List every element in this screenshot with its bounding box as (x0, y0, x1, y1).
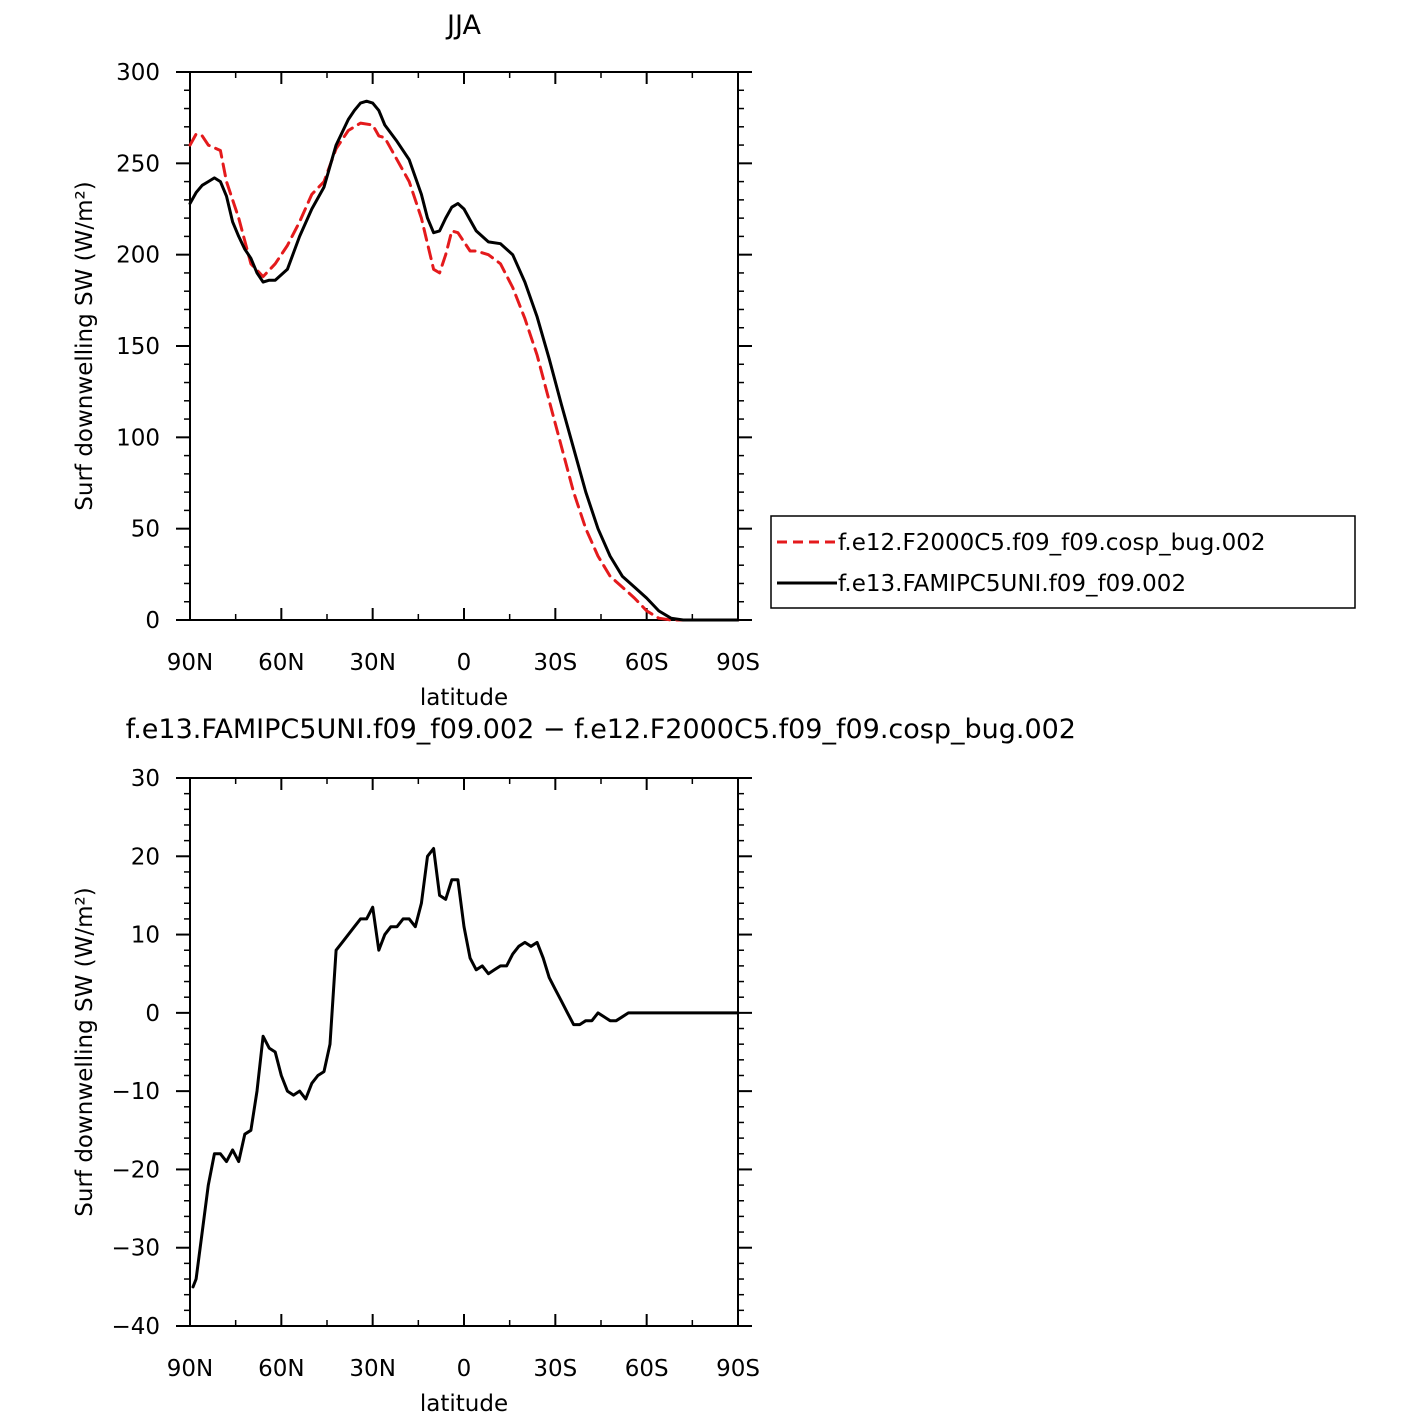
bottom-y-tick-label: −10 (111, 1079, 160, 1105)
bottom-plot: f.e13.FAMIPC5UNI.f09_f09.002 − f.e12.F20… (72, 714, 1076, 1417)
bottom-x-tick-label: 60S (625, 1356, 669, 1382)
top-x-tick-label: 90N (167, 650, 213, 676)
top-plot-title: JJA (445, 10, 481, 41)
top-x-tick-label: 60S (625, 650, 669, 676)
bottom-x-tick-label: 30S (533, 1356, 577, 1382)
top-x-tick-label: 0 (457, 650, 472, 676)
top-y-tick-label: 200 (116, 243, 160, 269)
bottom-y-tick-label: 10 (131, 923, 160, 949)
legend: f.e12.F2000C5.f09_f09.cosp_bug.002 f.e13… (770, 515, 1356, 609)
bottom-y-tick-label: 30 (131, 766, 160, 792)
top-plot: JJA latitude Surf downwelling SW (W/m²) … (72, 10, 1356, 711)
bottom-x-axis-label: latitude (420, 1391, 508, 1417)
bottom-y-tick-label: −20 (111, 1157, 160, 1183)
bottom-y-tick-label: 0 (145, 1001, 160, 1027)
legend-box (770, 515, 1356, 609)
top-y-tick-label: 0 (145, 608, 160, 634)
top-y-tick-label: 150 (116, 334, 160, 360)
top-x-tick-label: 90S (716, 650, 760, 676)
top-series-group (188, 99, 740, 622)
top-series-line-1 (188, 121, 740, 622)
bottom-y-tick-label: 20 (131, 844, 160, 870)
top-y-tick-label: 300 (116, 60, 160, 86)
bottom-plot-title: f.e13.FAMIPC5UNI.f09_f09.002 − f.e12.F20… (126, 714, 1076, 745)
top-y-tick-label: 250 (116, 151, 160, 177)
bottom-y-axis-label: Surf downwelling SW (W/m²) (72, 887, 98, 1216)
bottom-series-line-1 (191, 847, 740, 1289)
bottom-x-tick-label: 30N (349, 1356, 395, 1382)
bottom-x-tick-label: 90S (716, 1356, 760, 1382)
top-x-tick-label: 30S (533, 650, 577, 676)
top-plot-frame (189, 71, 739, 621)
top-axis-ticks: 90N 60N 30N 0 30S 60S 90S 0 50 100 150 200 250 300 (116, 60, 760, 676)
legend-entry-series-1: f.e12.F2000C5.f09_f09.cosp_bug.002 (838, 530, 1266, 556)
top-x-axis-label: latitude (420, 685, 508, 711)
legend-entry-series-2: f.e13.FAMIPC5UNI.f09_f09.002 (838, 571, 1186, 597)
bottom-y-tick-label: −30 (111, 1236, 160, 1262)
bottom-x-tick-label: 0 (457, 1356, 472, 1382)
top-y-axis-label: Surf downwelling SW (W/m²) (72, 181, 98, 510)
top-x-tick-label: 30N (349, 650, 395, 676)
top-x-tick-label: 60N (258, 650, 304, 676)
top-series-line-2 (188, 99, 740, 622)
bottom-axis-ticks: 90N 60N 30N 0 30S 60S 90S −40 −30 −20 −10 0 10 20 30 (111, 766, 759, 1382)
bottom-x-tick-label: 90N (167, 1356, 213, 1382)
top-y-tick-label: 100 (116, 425, 160, 451)
bottom-series-group (191, 847, 740, 1289)
top-y-tick-label: 50 (131, 517, 160, 543)
bottom-plot-frame (189, 777, 739, 1327)
bottom-x-tick-label: 60N (258, 1356, 304, 1382)
bottom-y-tick-label: −40 (111, 1314, 160, 1340)
